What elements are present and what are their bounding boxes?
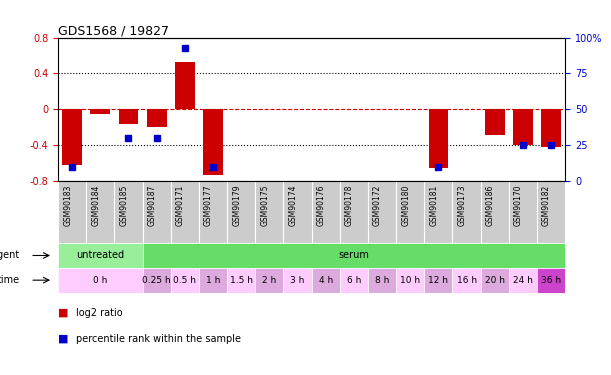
- Bar: [428, 110, 448, 168]
- Text: GSM90170: GSM90170: [514, 184, 523, 226]
- Text: 0 h: 0 h: [93, 276, 108, 285]
- Text: GDS1568 / 19827: GDS1568 / 19827: [58, 24, 169, 38]
- Bar: [340, 268, 368, 292]
- Text: GSM90176: GSM90176: [316, 184, 326, 226]
- Bar: [513, 110, 533, 146]
- Bar: [142, 243, 565, 268]
- Bar: [62, 110, 82, 165]
- Text: GSM90185: GSM90185: [120, 184, 128, 226]
- Text: GSM90187: GSM90187: [148, 184, 156, 226]
- Text: 2 h: 2 h: [262, 276, 276, 285]
- Text: 1.5 h: 1.5 h: [230, 276, 253, 285]
- Text: GSM90173: GSM90173: [458, 184, 467, 226]
- Text: GSM90186: GSM90186: [486, 184, 495, 226]
- Text: 16 h: 16 h: [456, 276, 477, 285]
- Bar: [396, 268, 424, 292]
- Text: 24 h: 24 h: [513, 276, 533, 285]
- Text: 0.5 h: 0.5 h: [174, 276, 196, 285]
- Bar: [453, 268, 481, 292]
- Bar: [368, 268, 396, 292]
- Bar: [90, 110, 110, 114]
- Bar: [58, 243, 142, 268]
- Text: 12 h: 12 h: [428, 276, 448, 285]
- Text: GSM90182: GSM90182: [542, 184, 551, 226]
- Text: GSM90172: GSM90172: [373, 184, 382, 226]
- Text: GSM90175: GSM90175: [260, 184, 269, 226]
- Bar: [481, 268, 509, 292]
- Text: GSM90177: GSM90177: [204, 184, 213, 226]
- Text: GSM90184: GSM90184: [91, 184, 100, 226]
- Text: untreated: untreated: [76, 251, 125, 261]
- Text: time: time: [0, 275, 20, 285]
- Text: GSM90183: GSM90183: [63, 184, 72, 226]
- Bar: [255, 268, 284, 292]
- Text: GSM90178: GSM90178: [345, 184, 354, 226]
- Bar: [147, 110, 167, 128]
- Bar: [541, 110, 561, 147]
- Bar: [203, 110, 223, 175]
- Text: 20 h: 20 h: [485, 276, 505, 285]
- Bar: [58, 268, 142, 292]
- Text: 4 h: 4 h: [318, 276, 333, 285]
- Bar: [142, 268, 170, 292]
- Text: 36 h: 36 h: [541, 276, 561, 285]
- Text: GSM90180: GSM90180: [401, 184, 410, 226]
- Text: 0.25 h: 0.25 h: [142, 276, 171, 285]
- Text: 6 h: 6 h: [346, 276, 361, 285]
- Text: percentile rank within the sample: percentile rank within the sample: [76, 334, 241, 344]
- Text: 1 h: 1 h: [206, 276, 220, 285]
- Bar: [284, 268, 312, 292]
- Bar: [199, 268, 227, 292]
- Bar: [175, 62, 195, 110]
- Text: 3 h: 3 h: [290, 276, 305, 285]
- Text: GSM90179: GSM90179: [232, 184, 241, 226]
- Bar: [227, 268, 255, 292]
- Bar: [312, 268, 340, 292]
- Text: ■: ■: [58, 308, 68, 318]
- Bar: [119, 110, 138, 124]
- Text: 8 h: 8 h: [375, 276, 389, 285]
- Text: GSM90181: GSM90181: [430, 184, 439, 226]
- Bar: [170, 268, 199, 292]
- Text: agent: agent: [0, 251, 20, 261]
- Bar: [537, 268, 565, 292]
- Bar: [424, 268, 453, 292]
- Text: GSM90174: GSM90174: [288, 184, 298, 226]
- Text: 10 h: 10 h: [400, 276, 420, 285]
- Text: ■: ■: [58, 334, 68, 344]
- Text: log2 ratio: log2 ratio: [76, 308, 123, 318]
- Bar: [485, 110, 505, 135]
- Text: GSM90171: GSM90171: [176, 184, 185, 226]
- Text: serum: serum: [338, 251, 369, 261]
- Bar: [509, 268, 537, 292]
